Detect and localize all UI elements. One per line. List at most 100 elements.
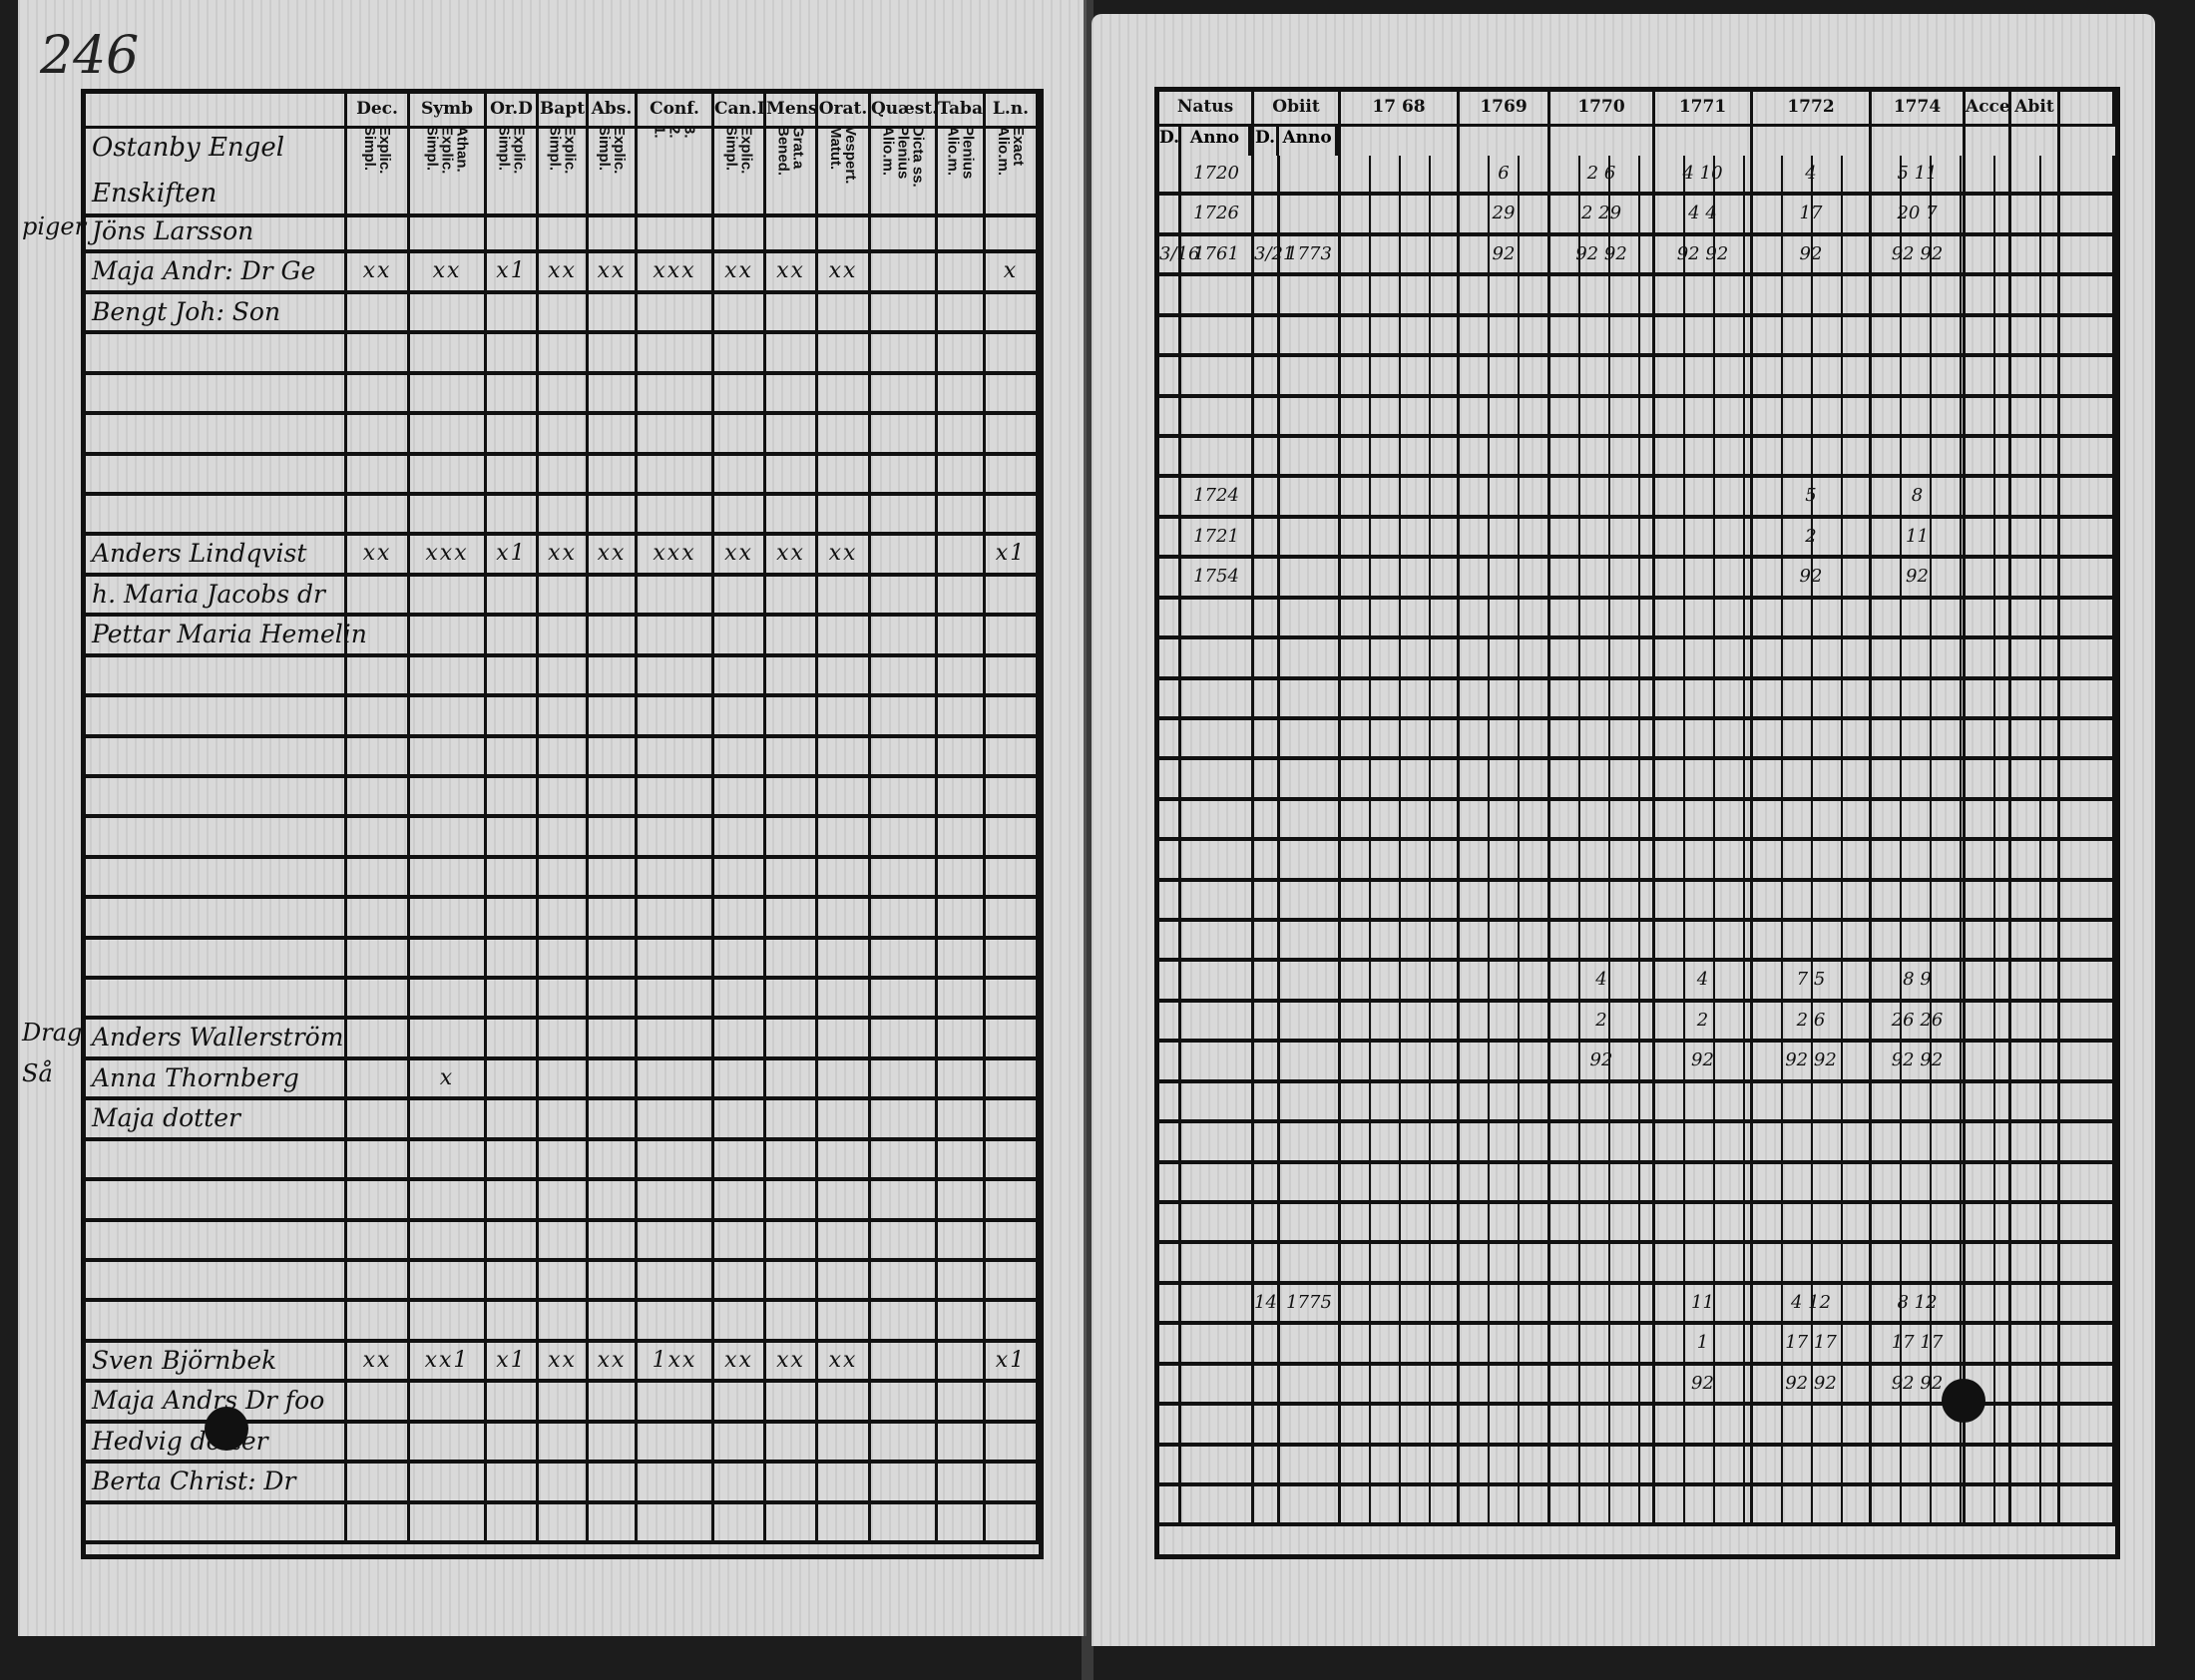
mark-ord	[487, 617, 539, 653]
cell-y1774	[1872, 1082, 1966, 1120]
mark-symb	[410, 737, 487, 774]
cell-accel	[1966, 922, 2011, 959]
cell-y1772	[1753, 1204, 1872, 1241]
column-header-ln: L.n.	[986, 94, 1039, 126]
cell-natus_d	[1159, 276, 1181, 313]
cell-obiit_anno: 1773	[1280, 235, 1341, 273]
table-row	[1159, 1406, 2115, 1447]
cell-natus_anno	[1181, 760, 1254, 797]
cell-y1770	[1550, 316, 1655, 354]
mark-cand	[714, 495, 766, 533]
table-row	[1159, 1446, 2115, 1486]
cell-abit	[2011, 1082, 2060, 1120]
cell-obiit_anno	[1280, 1082, 1341, 1120]
mark-quaest	[871, 334, 938, 371]
mark-symb	[410, 939, 487, 977]
mark-ln	[986, 455, 1039, 492]
cell-y1768	[1341, 599, 1460, 636]
column-subheader-y1772	[1753, 124, 1872, 156]
table-row	[1159, 599, 2115, 640]
cell-obiit_anno	[1280, 1486, 1341, 1523]
mark-mens: xx	[766, 253, 818, 290]
cell-y1774: 8	[1872, 478, 1966, 515]
cell-accel	[1966, 800, 2011, 838]
mark-bapt	[539, 576, 589, 614]
cell-natus_d	[1159, 1406, 1181, 1443]
mark-cand	[714, 1503, 766, 1540]
cell-y1770	[1550, 1082, 1655, 1120]
mark-mens: xx	[766, 536, 818, 573]
cell-y1769	[1460, 316, 1550, 354]
column-subheader-accel	[1966, 124, 2011, 156]
mark-abs	[589, 617, 638, 653]
column-title: Obiit	[1272, 97, 1320, 117]
cell-obiit_d	[1254, 437, 1280, 475]
person-name	[86, 334, 347, 371]
cell-y1772	[1753, 1123, 1872, 1160]
cell-blank	[2060, 1244, 2115, 1281]
person-name: Maja dotter	[86, 1100, 347, 1137]
person-name: Anders Lindqvist	[86, 536, 347, 573]
mark-quaest	[871, 818, 938, 855]
mark-cand	[714, 899, 766, 936]
cell-y1774: 20 7	[1872, 196, 1966, 232]
column-header-symb: Symb	[410, 94, 487, 126]
mark-bapt	[539, 334, 589, 371]
mark-conf	[638, 980, 714, 1017]
cell-obiit_d	[1254, 1406, 1280, 1443]
table-row: Maja dotter	[86, 1100, 1039, 1141]
mark-ln	[986, 1059, 1039, 1097]
person-name	[86, 899, 347, 936]
mark-conf	[638, 777, 714, 815]
margin-note: Drag	[22, 1019, 83, 1048]
cell-y1770	[1550, 1204, 1655, 1241]
mark-abs	[589, 656, 638, 694]
cell-y1771	[1655, 1163, 1753, 1201]
cell-obiit_d	[1254, 559, 1280, 596]
person-name	[86, 697, 347, 734]
cell-natus_anno: 1761	[1181, 235, 1254, 273]
mark-cand	[714, 213, 766, 250]
column-subtitle: Grat.a Bened.	[774, 126, 807, 177]
mark-dec	[347, 737, 410, 774]
cell-natus_d	[1159, 559, 1181, 596]
cell-abit	[2011, 1446, 2060, 1482]
mark-ord	[487, 1059, 539, 1097]
mark-cand	[714, 737, 766, 774]
cell-abit	[2011, 437, 2060, 475]
cell-natus_d	[1159, 639, 1181, 676]
table-row	[1159, 1082, 2115, 1124]
cell-accel	[1966, 235, 2011, 273]
cell-natus_d	[1159, 1244, 1181, 1281]
mark-symb	[410, 1302, 487, 1339]
mark-orat	[818, 737, 871, 774]
cell-natus_anno	[1181, 1244, 1254, 1281]
mark-quaest	[871, 374, 938, 412]
cell-y1768	[1341, 679, 1460, 716]
mark-dec	[347, 1181, 410, 1218]
mark-taba	[938, 374, 986, 412]
subheader-row: D. Anno D. Anno	[1159, 124, 2115, 156]
person-name: Anna Thornberg	[86, 1059, 347, 1097]
mark-abs	[589, 777, 638, 815]
cell-natus_d	[1159, 156, 1181, 193]
mark-ln	[986, 1020, 1039, 1056]
mark-orat	[818, 293, 871, 331]
mark-quaest	[871, 1302, 938, 1339]
mark-ord	[487, 1020, 539, 1056]
cell-y1769	[1460, 841, 1550, 878]
cell-blank	[2060, 196, 2115, 232]
cell-abit	[2011, 599, 2060, 636]
cell-natus_d	[1159, 1365, 1181, 1403]
cell-y1768	[1341, 1365, 1460, 1403]
cell-blank	[2060, 276, 2115, 313]
mark-quaest	[871, 1342, 938, 1380]
mark-cand	[714, 576, 766, 614]
cell-abit	[2011, 1244, 2060, 1281]
cell-obiit_d	[1254, 518, 1280, 556]
cell-y1769	[1460, 922, 1550, 959]
person-name	[86, 1262, 347, 1299]
mark-ord	[487, 980, 539, 1017]
margin-note: piger	[22, 212, 87, 240]
mark-symb	[410, 1383, 487, 1420]
